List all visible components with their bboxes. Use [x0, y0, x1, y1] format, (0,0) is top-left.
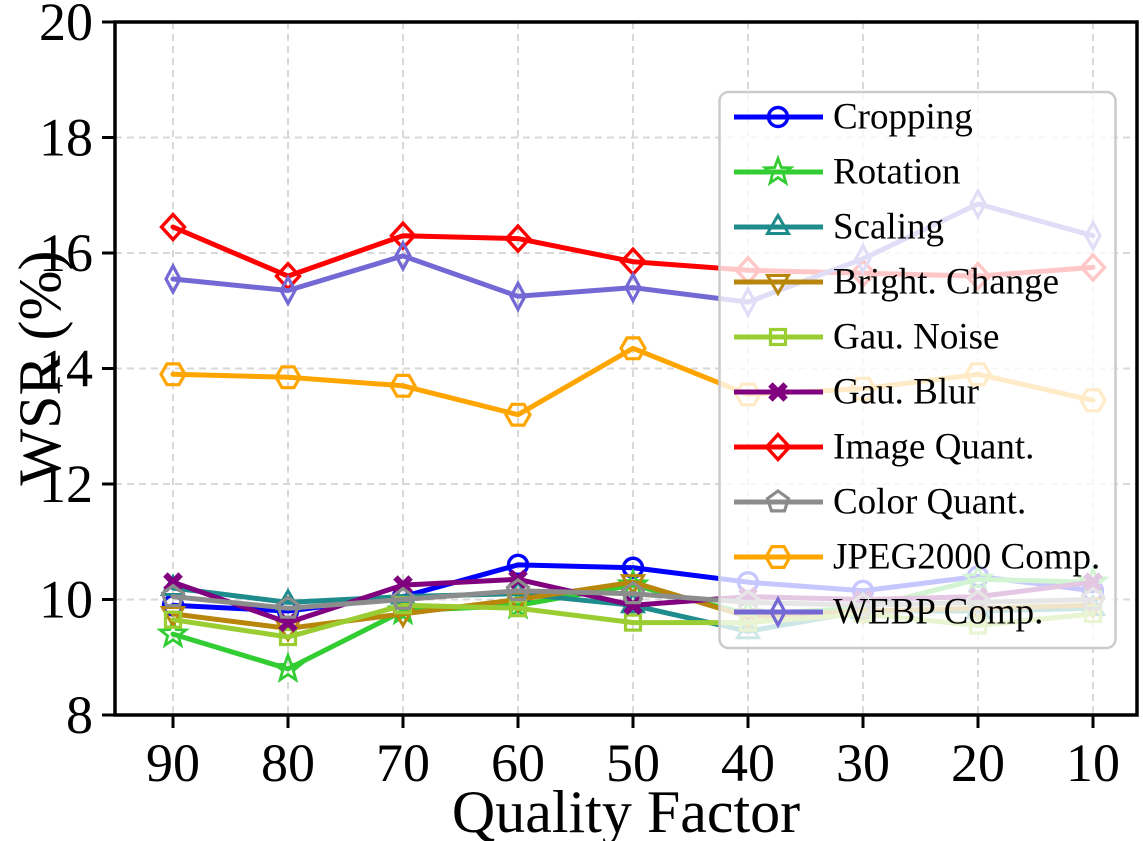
x-tick-label-50: 50 — [606, 733, 660, 793]
x-tick-label-70: 70 — [376, 733, 430, 793]
x-axis-title: Quality Factor — [452, 779, 800, 841]
marker-circle — [506, 553, 530, 577]
marker-thin-diamond — [164, 262, 182, 296]
legend: Cropping Rotation Scaling Bright. Change Gau… — [718, 90, 1117, 650]
legend-box — [718, 90, 1117, 650]
x-tick-label-20: 20 — [951, 733, 1005, 793]
marker-square — [163, 610, 183, 629]
marker-pentagon — [275, 595, 301, 619]
legend-label: Rotation — [833, 152, 960, 193]
x-tick-label-40: 40 — [721, 733, 775, 793]
legend-label: Gau. Blur — [833, 372, 979, 413]
marker-triangle-down — [764, 274, 792, 297]
marker-pentagon — [620, 580, 646, 605]
marker-triangle-down — [159, 605, 187, 629]
marker-star — [271, 651, 305, 683]
legend-label: WEBP Comp. — [833, 592, 1043, 633]
legend-label: Scaling — [833, 207, 944, 248]
legend-item-webp-comp: WEBP Comp. — [734, 592, 1043, 633]
marker-square — [623, 613, 643, 632]
marker-circle — [621, 556, 645, 579]
legend-item-color-quant: Color Quant. — [734, 482, 1026, 523]
y-tick-label-8: 8 — [66, 685, 93, 745]
y-tick-label-16: 16 — [39, 223, 93, 283]
legend-item-jpeg2000-comp: JPEG2000 Comp. — [734, 537, 1100, 578]
marker-triangle-up — [764, 212, 792, 235]
x-tick-label-10: 10 — [1066, 733, 1120, 793]
legend-label: Cropping — [833, 97, 973, 138]
marker-thin-diamond — [624, 271, 642, 305]
legend-label: Bright. Change — [833, 262, 1059, 303]
marker-star — [156, 616, 190, 649]
y-tick-label-10: 10 — [39, 570, 93, 630]
y-tick-label-18: 18 — [39, 108, 93, 168]
y-tick-label-12: 12 — [39, 454, 93, 514]
legend-label: Image Quant. — [833, 427, 1034, 468]
marker-diamond — [764, 431, 792, 463]
marker-pentagon — [390, 586, 416, 611]
marker-thin-diamond — [769, 595, 787, 629]
marker-hexagon — [504, 402, 532, 427]
x-tick-label-80: 80 — [261, 733, 315, 793]
legend-label: JPEG2000 Comp. — [833, 537, 1100, 578]
x-tick-label-60: 60 — [491, 733, 545, 793]
marker-hexagon — [619, 336, 647, 361]
legend-label: Gau. Noise — [833, 317, 999, 358]
marker-hexagon — [764, 544, 792, 570]
legend-item-scaling: Scaling — [734, 207, 944, 248]
marker-hexagon — [389, 373, 417, 398]
marker-pentagon — [765, 489, 791, 513]
y-tick-label-20: 20 — [39, 0, 93, 52]
marker-pentagon — [160, 583, 186, 608]
legend-item-bright-change: Bright. Change — [734, 262, 1059, 303]
marker-thin-diamond — [394, 239, 412, 273]
legend-item-image-quant: Image Quant. — [734, 427, 1034, 468]
marker-thin-diamond — [279, 274, 297, 307]
marker-diamond — [504, 223, 532, 254]
marker-square — [278, 627, 298, 647]
y-tick-label-14: 14 — [39, 339, 93, 399]
legend-item-gau-noise: Gau. Noise — [734, 317, 999, 358]
y-axis-title: WSR (%) — [7, 251, 73, 486]
legend-item-rotation: Rotation — [734, 152, 960, 193]
legend-item-gau-blur: Gau. Blur — [734, 372, 979, 413]
marker-x — [768, 382, 788, 402]
marker-diamond — [159, 212, 187, 243]
marker-pentagon — [505, 577, 531, 602]
marker-x — [393, 575, 413, 595]
ticks — [102, 20, 1095, 728]
x-tick-label-90: 90 — [146, 733, 200, 793]
marker-x — [163, 572, 183, 592]
marker-thin-diamond — [509, 279, 527, 313]
legend-item-cropping: Cropping — [734, 97, 973, 138]
marker-diamond — [389, 220, 417, 251]
marker-square — [768, 327, 788, 347]
marker-hexagon — [159, 362, 187, 387]
marker-hexagon — [274, 365, 302, 390]
marker-x — [623, 595, 643, 616]
legend-label: Color Quant. — [833, 482, 1026, 523]
marker-circle — [766, 105, 790, 129]
marker-star — [761, 154, 795, 187]
x-tick-label-30: 30 — [836, 733, 890, 793]
